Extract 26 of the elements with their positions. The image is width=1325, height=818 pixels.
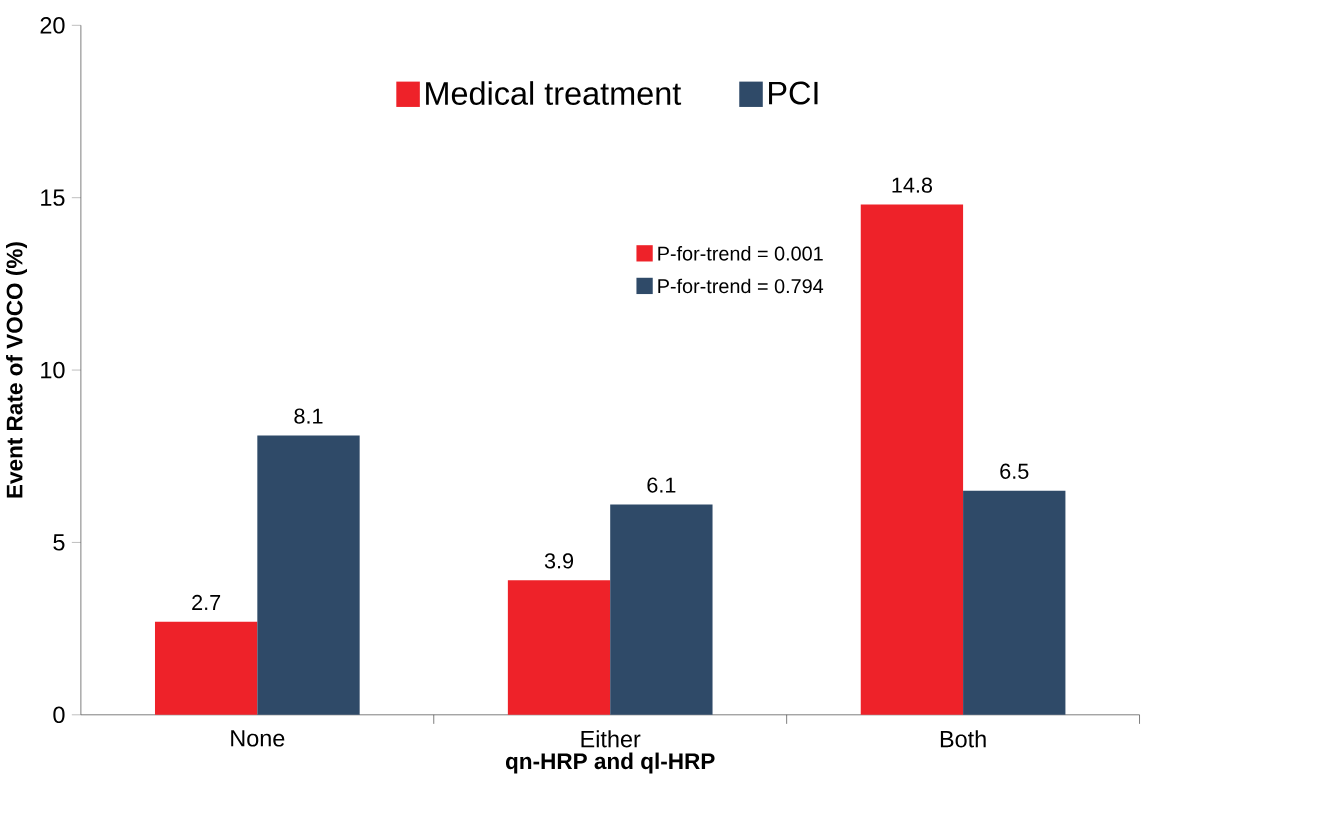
- data-label: 8.1: [294, 408, 323, 424]
- bar: [610, 504, 713, 715]
- y-tick-label: 5: [53, 534, 65, 551]
- y-axis-title: Event Rate of VOCO (%): [6, 242, 27, 498]
- y-tick-label: 10: [41, 361, 65, 379]
- y-tick-label: 20: [40, 17, 65, 34]
- legend-label: PCI: [769, 81, 818, 105]
- y-tick-label: 0: [53, 706, 65, 724]
- bar: [963, 490, 1066, 715]
- x-tick-label: Both: [940, 730, 986, 748]
- bar: [507, 580, 611, 715]
- annotation: P-for-trend = 0.001: [658, 246, 823, 261]
- bar: [257, 435, 360, 715]
- bar: [154, 621, 258, 715]
- annotation: P-for-trend = 0.794: [658, 278, 824, 294]
- x-tick-label: Either: [581, 730, 641, 748]
- data-label: 2.7: [192, 594, 221, 610]
- legend-label: Medical treatment: [426, 81, 682, 106]
- bar: [860, 204, 964, 715]
- data-label: 6.5: [1000, 463, 1029, 479]
- x-axis-title: qn-HRP and ql-HRP: [505, 752, 715, 774]
- y-tick-label: 15: [41, 189, 65, 206]
- data-label: 14.8: [892, 177, 933, 193]
- x-tick-label: None: [231, 730, 285, 747]
- data-label: 6.1: [647, 477, 676, 493]
- data-label: 3.9: [544, 553, 574, 569]
